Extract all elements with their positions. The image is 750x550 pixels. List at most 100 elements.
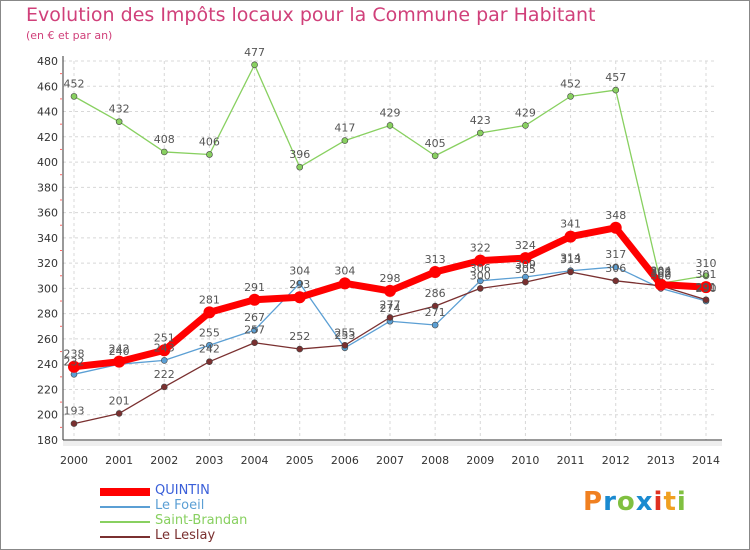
y-tick-label: 240 [37, 358, 58, 371]
x-tick-label: 2009 [466, 454, 494, 467]
point-le-leslay [522, 278, 529, 286]
logo-letter: P [583, 487, 604, 517]
point-saint-brandan [160, 148, 168, 156]
data-label: 305 [515, 263, 536, 276]
logo-letter: r [603, 487, 617, 517]
data-label: 314 [560, 252, 581, 265]
point-le-foeil [612, 263, 620, 271]
x-tick-label: 2000 [60, 454, 88, 467]
data-label: 348 [605, 209, 626, 222]
data-label: 429 [380, 106, 401, 119]
data-label: 253 [334, 329, 355, 342]
data-label: 240 [109, 345, 130, 358]
point-saint-brandan [476, 129, 484, 137]
data-label: 304 [289, 264, 310, 277]
x-tick-label: 2010 [511, 454, 539, 467]
point-saint-brandan [115, 118, 123, 125]
data-label: 251 [154, 331, 175, 344]
point-le-leslay [206, 358, 213, 365]
x-tick-label: 2005 [286, 454, 314, 467]
data-label: 293 [289, 278, 310, 291]
logo-letter: o [616, 487, 636, 517]
point-quintin [293, 291, 306, 304]
data-label: 301 [696, 268, 717, 281]
data-label: 255 [199, 326, 220, 339]
data-label: 313 [425, 253, 446, 266]
point-saint-brandan [251, 61, 258, 69]
point-quintin [700, 281, 712, 294]
point-saint-brandan [567, 93, 574, 100]
point-saint-brandan [386, 122, 394, 129]
point-quintin [113, 355, 126, 368]
data-label: 242 [109, 343, 130, 356]
data-label: 271 [425, 306, 446, 319]
data-label: 306 [605, 262, 626, 275]
legend-label: Le Foeil [155, 498, 205, 513]
point-saint-brandan [702, 272, 710, 280]
y-tick-label: 280 [37, 308, 58, 321]
series-lines [68, 61, 712, 427]
point-saint-brandan [431, 152, 439, 160]
data-label: 432 [109, 103, 130, 116]
legend-swatch [100, 536, 150, 538]
line-chart: 180 200 220 240 260 280 300 320 340 360 380 400 420 4… [37, 46, 722, 467]
y-tick-label: 480 [37, 55, 58, 68]
x-tick-label: 2006 [331, 454, 359, 467]
point-le-leslay [296, 345, 304, 353]
legend-swatch [100, 506, 150, 508]
x-tick-label: 2007 [376, 454, 404, 467]
data-label: 290 [696, 282, 717, 295]
data-label: 291 [696, 281, 717, 294]
point-saint-brandan [70, 93, 78, 100]
x-tick-label: 2008 [421, 454, 449, 467]
data-label: 417 [334, 122, 355, 135]
data-label: 286 [425, 287, 446, 300]
proxiti-logo: Proxiti [583, 487, 687, 517]
data-label: 304 [334, 264, 355, 277]
point-le-foeil [476, 277, 484, 285]
point-saint-brandan [522, 122, 529, 129]
data-label: 300 [470, 269, 491, 282]
axis-shadow [63, 441, 722, 446]
x-tick-label: 2002 [150, 454, 178, 467]
point-quintin [158, 344, 171, 357]
legend-swatch [100, 488, 150, 496]
y-tick-label: 460 [37, 80, 58, 93]
point-quintin [338, 277, 351, 290]
data-label: 291 [244, 281, 265, 294]
data-label: 255 [334, 326, 355, 339]
point-quintin [564, 230, 577, 243]
point-le-leslay [115, 410, 123, 417]
data-label: 396 [289, 148, 310, 161]
legend-label: QUINTIN [155, 483, 210, 498]
y-tick-label: 180 [37, 434, 58, 447]
x-tick-label: 2014 [692, 454, 720, 467]
y-tick-label: 300 [37, 282, 58, 295]
y-tick-label: 420 [37, 131, 58, 144]
point-le-leslay [567, 268, 574, 276]
point-le-leslay [431, 302, 439, 310]
x-tick-label: 2012 [602, 454, 630, 467]
y-tick-label: 200 [37, 409, 58, 422]
point-quintin [519, 252, 532, 265]
point-le-foeil [206, 341, 213, 349]
data-label: 304 [650, 264, 671, 277]
point-saint-brandan [341, 137, 349, 144]
data-label: 193 [64, 405, 85, 418]
point-le-leslay [612, 277, 620, 285]
data-label: 222 [154, 368, 175, 381]
point-le-foeil [431, 321, 439, 329]
data-label: 405 [425, 137, 446, 150]
chart-title: Evolution des Impôts locaux pour la Comm… [26, 4, 596, 26]
data-label: 243 [154, 341, 175, 354]
y-tick-label: 360 [37, 207, 58, 220]
point-quintin [203, 306, 216, 319]
y-tick-label: 440 [37, 106, 58, 119]
data-label: 238 [64, 348, 85, 361]
y-tick-label: 400 [37, 156, 58, 169]
legend-swatch [100, 521, 150, 523]
point-le-leslay [476, 285, 484, 292]
logo-letter: i [676, 487, 687, 517]
point-le-foeil [160, 357, 168, 364]
